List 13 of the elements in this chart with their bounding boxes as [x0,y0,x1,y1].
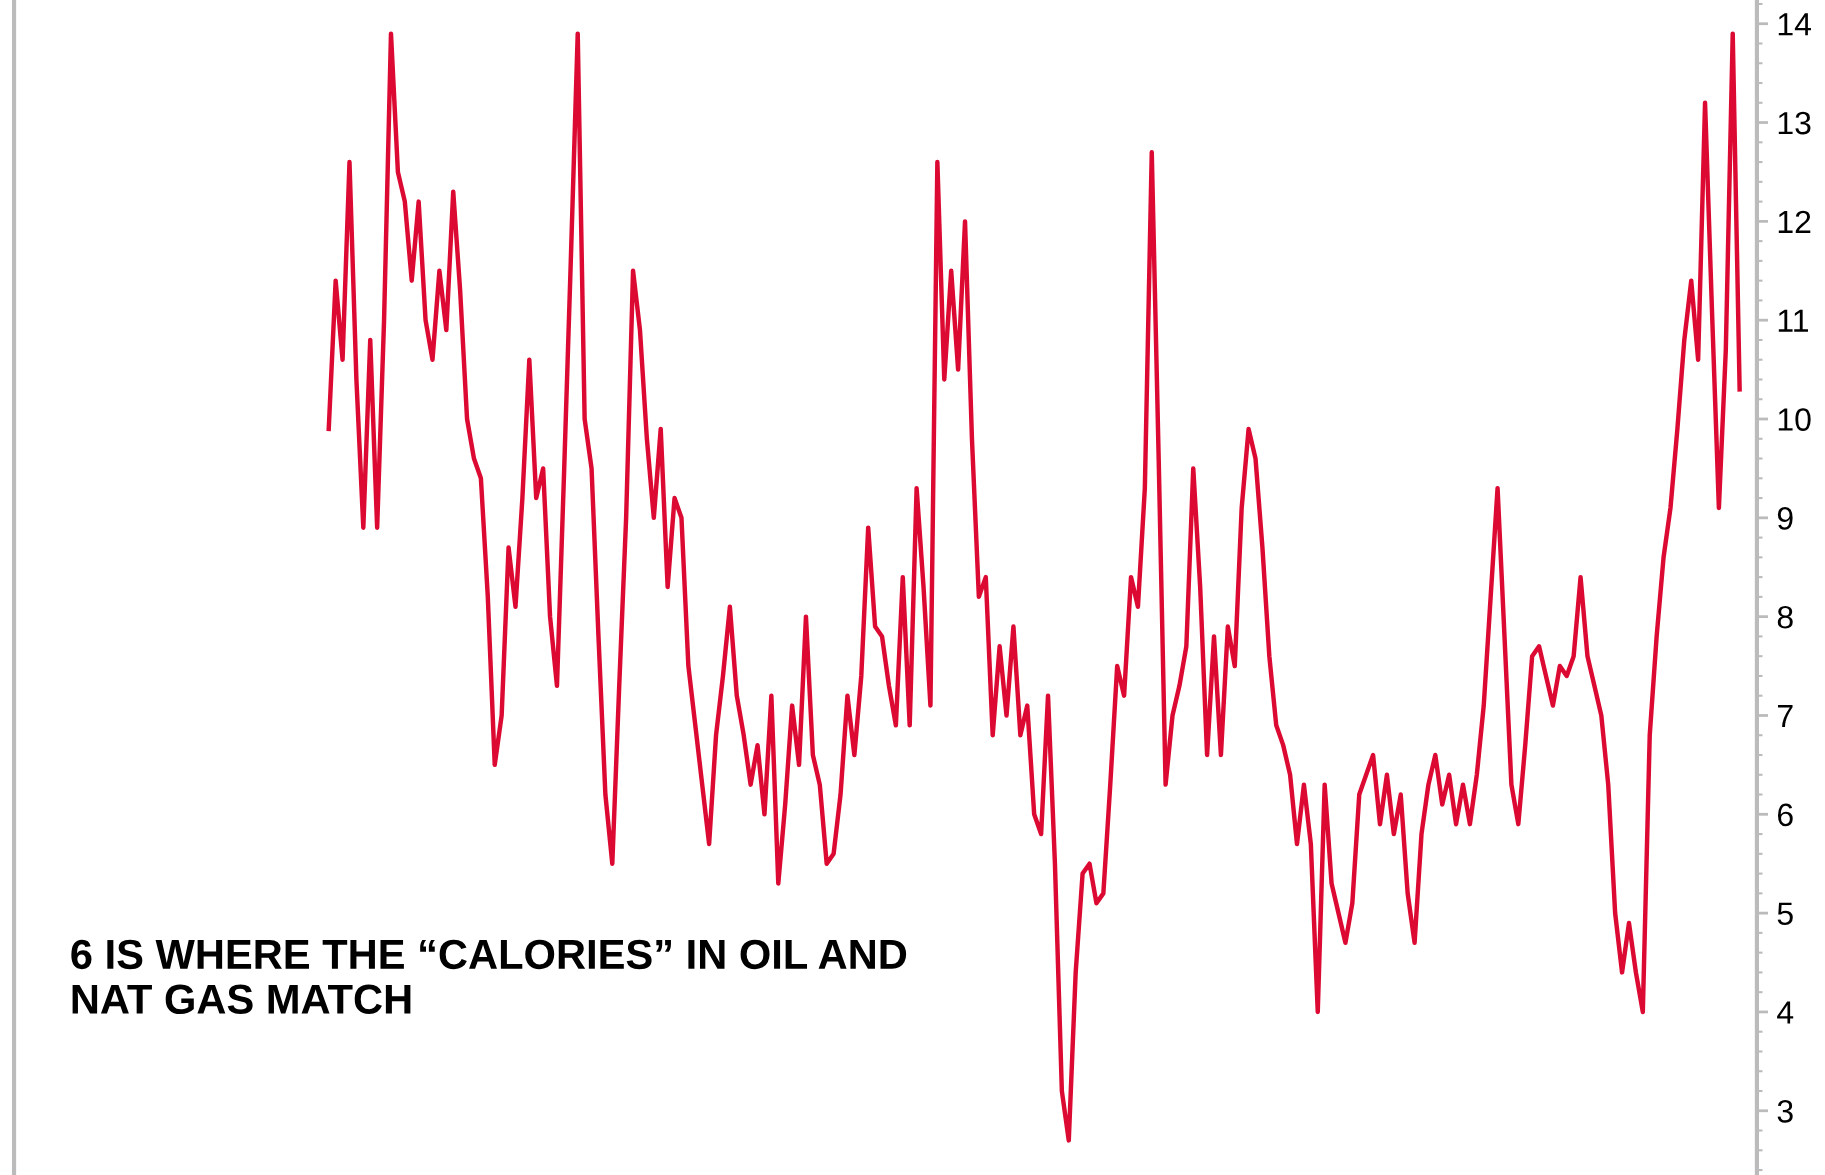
y-tick-label: 12 [1778,210,1811,233]
y-tick-label: 14 [1778,13,1811,36]
y-tick-label: 11 [1778,309,1808,332]
y-tick-label: 6 [1777,803,1793,827]
y-tick-label: 3 [1777,1100,1793,1123]
y-tick-label: 9 [1777,507,1793,530]
annotation: 6 IS WHERE THE “CALORIES” IN OIL AND NAT GAS MATCH [71,939,907,1015]
y-tick-label: 13 [1778,111,1811,135]
y-tick-label: 4 [1777,1001,1794,1024]
y-tick-label: 8 [1777,605,1793,629]
y-tick-label: 5 [1777,902,1793,926]
y-tick-label: 10 [1778,408,1811,431]
y-tick-label: 7 [1778,705,1793,728]
